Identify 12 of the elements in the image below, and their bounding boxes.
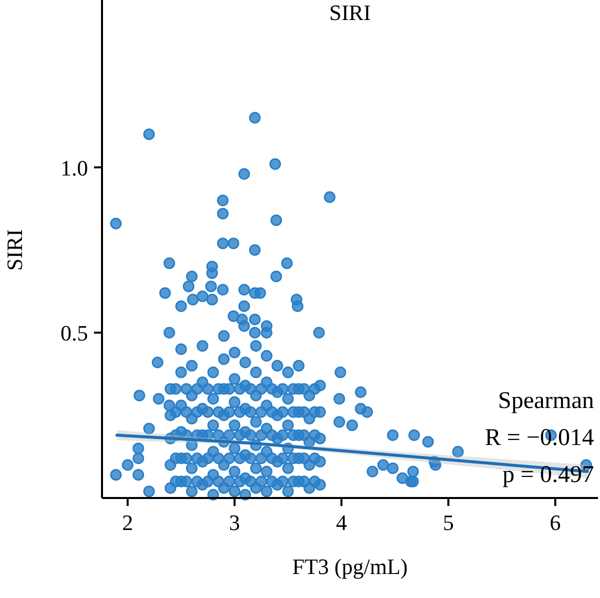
chart-title: SIRI <box>329 0 371 25</box>
y-tick-label: 1.0 <box>60 155 88 180</box>
x-tick-label: 3 <box>229 510 240 535</box>
annotation: Spearman <box>498 388 594 414</box>
x-tick-label: 2 <box>122 510 134 535</box>
annotation: R = −0.014 <box>484 425 594 451</box>
x-tick-label: 4 <box>336 510 347 535</box>
x-tick-label: 5 <box>442 510 454 535</box>
y-axis-title: SIRI <box>2 229 27 271</box>
x-axis-title: FT3 (pg/mL) <box>292 554 408 579</box>
x-tick-label: 6 <box>550 510 561 535</box>
y-tick-label: 0.5 <box>60 320 88 346</box>
